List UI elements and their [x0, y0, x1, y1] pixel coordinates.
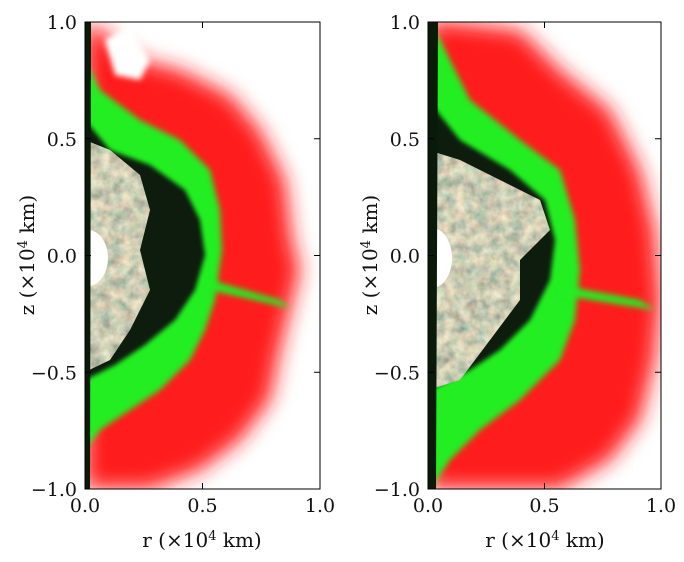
y-tick-label: 0.5 — [47, 129, 77, 151]
panel-right: 0.0 0.5 1.0 1.0 0.5 0.0 −0.5 −1.0 z (×104 km) r… — [358, 12, 676, 552]
top-white-plume — [105, 25, 150, 80]
x-tick-label: 0.5 — [187, 495, 217, 517]
y-tick-label: −0.5 — [31, 362, 77, 384]
panel-left: 0.0 0.5 1.0 1.0 0.5 0.0 −0.5 −1.0 z (×104 km) r… — [15, 12, 335, 552]
y-tick-label: −1.0 — [374, 479, 420, 501]
x-axis-label-left: r (×104 km) — [142, 528, 261, 552]
x-tick-label: 1.0 — [646, 495, 676, 517]
panel-left-image — [85, 22, 300, 489]
turbulent-mixing-region — [85, 140, 150, 372]
y-tick-label: −0.5 — [374, 362, 420, 384]
y-tick-label: 0.0 — [47, 246, 77, 268]
x-tick-label: 0.0 — [413, 495, 443, 517]
x-tick-label: 0.5 — [529, 495, 559, 517]
y-tick-label: −1.0 — [31, 479, 77, 501]
y-tick-label: 1.0 — [390, 12, 420, 34]
x-axis-label-right: r (×104 km) — [485, 528, 604, 552]
right-green-filament — [210, 280, 290, 308]
turbulent-mixing-region — [428, 150, 550, 390]
panel-right-image — [428, 22, 661, 489]
x-tick-label: 0.0 — [70, 495, 100, 517]
central-cavity — [85, 230, 108, 286]
y-tick-label: 0.0 — [390, 246, 420, 268]
ticks-right: 0.0 0.5 1.0 1.0 0.5 0.0 −0.5 −1.0 — [374, 12, 676, 517]
y-tick-label: 1.0 — [47, 12, 77, 34]
ticks-left: 0.0 0.5 1.0 1.0 0.5 0.0 −0.5 −1.0 — [31, 12, 335, 517]
y-axis-label-right: z (×104 km) — [358, 195, 382, 315]
x-tick-label: 1.0 — [305, 495, 335, 517]
right-green-filament — [560, 285, 655, 310]
y-tick-label: 0.5 — [390, 129, 420, 151]
y-axis-label-left: z (×104 km) — [15, 195, 39, 315]
